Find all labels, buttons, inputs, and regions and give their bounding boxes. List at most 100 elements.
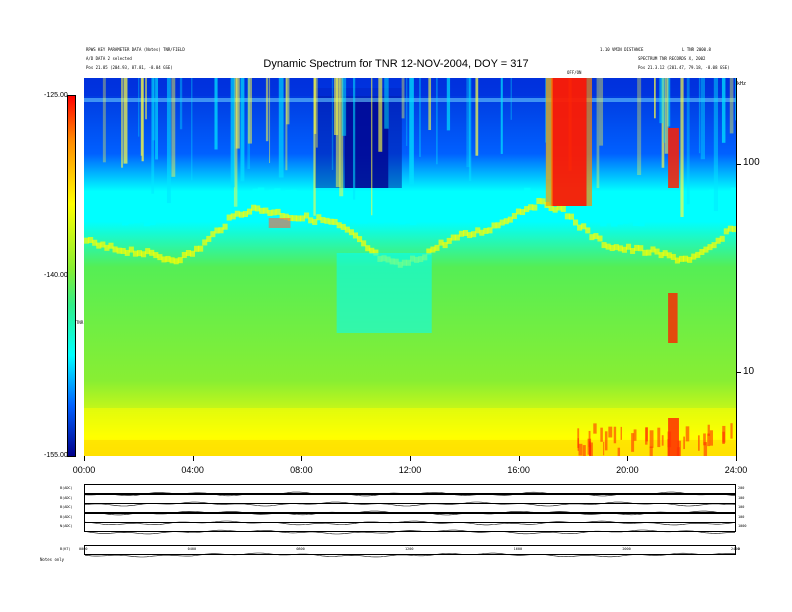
- vertical-streak: [102, 78, 106, 163]
- cyan-band-cell: [632, 211, 640, 226]
- red-fleck: [604, 431, 608, 451]
- yellow-ridge-cell: [634, 244, 640, 251]
- cyan-band-cell: [252, 188, 259, 203]
- red-fleck: [703, 433, 706, 446]
- cyan-band-cell: [491, 194, 498, 209]
- yellow-ridge-cell: [621, 246, 627, 253]
- yellow-ridge-cell: [450, 234, 456, 241]
- cyan-band-cell: [225, 198, 232, 213]
- vertical-streak: [500, 78, 503, 154]
- cyan-band-cell: [285, 190, 292, 205]
- vertical-streak: [406, 78, 408, 146]
- cyan-band-cell: [692, 194, 699, 209]
- cyan-band-cell: [670, 204, 678, 219]
- yellow-ridge-cell: [132, 250, 138, 257]
- yellow-ridge-cell: [344, 226, 350, 233]
- cyan-band-cell: [649, 203, 656, 218]
- red-fleck: [577, 428, 580, 448]
- right-axis-label-100: 100: [743, 157, 760, 168]
- yellow-ridge-cell: [715, 237, 721, 244]
- red-burst-floor: [668, 418, 679, 456]
- yellow-ridge-cell: [328, 218, 334, 225]
- yellow-ridge-cell: [467, 232, 473, 239]
- vertical-streak: [596, 78, 600, 189]
- x-tick-label: 16:00: [507, 465, 530, 475]
- yellow-ridge-cell: [613, 244, 619, 251]
- yellow-ridge-cell: [104, 244, 110, 251]
- vertical-streak: [214, 78, 218, 150]
- yellow-ridge-cell: [255, 205, 261, 212]
- yellow-ridge-cell: [112, 246, 118, 253]
- vertical-streak: [341, 78, 347, 136]
- vertical-streak: [654, 78, 656, 119]
- cyan-band-cell: [301, 193, 308, 208]
- cyan-band-cell: [328, 204, 335, 219]
- cyan-band-cell: [708, 189, 716, 204]
- yellow-ridge-cell: [703, 246, 709, 253]
- red-fleck: [649, 446, 653, 456]
- yellow-ridge-cell: [153, 252, 159, 259]
- yellow-ridge-cell: [198, 245, 204, 252]
- cyan-band-cell: [84, 199, 91, 214]
- cyan-band-cell: [355, 209, 363, 224]
- cyan-band-cell: [415, 205, 422, 220]
- red-fleck: [577, 438, 579, 451]
- yellow-ridge-cell: [189, 250, 196, 257]
- yellow-ridge-cell: [242, 211, 248, 218]
- vertical-streak: [729, 78, 734, 134]
- yellow-ridge-cell: [206, 235, 212, 242]
- cyan-band-cell: [377, 209, 384, 224]
- red-fleck: [578, 443, 583, 456]
- yellow-ridge-cell: [304, 212, 310, 219]
- yellow-ridge-cell: [601, 242, 607, 249]
- yellow-ridge-cell: [520, 209, 526, 216]
- cyan-band-cell: [518, 191, 526, 206]
- mini-x-tick-label: 0800: [296, 547, 305, 551]
- header-pos-right: Pos 21.3.12 (201.47, 79.18, -8.08 GSE): [638, 65, 730, 70]
- red-fleck: [667, 431, 672, 448]
- cyan-band-cell: [453, 195, 460, 210]
- yellow-ridge-cell: [642, 249, 648, 256]
- vertical-streak: [666, 78, 671, 127]
- yellow-ridge-cell: [108, 242, 114, 249]
- yellow-ridge-cell: [202, 239, 208, 246]
- yellow-ridge-cell: [352, 232, 359, 239]
- yellow-ridge-cell: [369, 247, 375, 254]
- yellow-ridge-cell: [691, 253, 697, 260]
- mini-panel-line: [84, 501, 736, 506]
- cyan-band-cell: [100, 202, 107, 217]
- yellow-ridge-cell: [124, 249, 130, 256]
- mini-x-tick-label: 0400: [187, 547, 197, 551]
- yellow-ridge-cell: [556, 204, 562, 211]
- cyan-band-cell: [431, 202, 439, 217]
- vertical-streak: [285, 78, 290, 125]
- cyan-band-cell: [404, 209, 411, 224]
- red-fleck: [722, 431, 725, 444]
- cyan-band-cell: [214, 194, 221, 209]
- cyan-band-cell: [257, 187, 265, 202]
- colorbar-label: TNR: [76, 320, 84, 325]
- yellow-ridge-cell: [650, 246, 656, 253]
- cyan-band-cell: [442, 199, 450, 214]
- cyan-band-cell: [317, 202, 325, 217]
- cyan-band-cell: [366, 206, 373, 221]
- yellow-ridge-cell: [719, 235, 725, 242]
- red-fleck: [677, 440, 681, 456]
- yellow-ridge-cell: [251, 204, 257, 211]
- yellow-ridge-cell: [577, 224, 583, 231]
- mini-panel-label: B(KT): [60, 546, 71, 551]
- vertical-streak: [179, 78, 183, 130]
- cyan-band-cell: [138, 208, 145, 223]
- yellow-ridge-cell: [84, 237, 90, 244]
- header-pos-left: Pos 21.85 (204.93, 87.81, -8.84 GSE): [86, 65, 173, 70]
- mini-x-tick-label: 1600: [513, 547, 523, 551]
- yellow-ridge-cell: [707, 244, 713, 251]
- yellow-ridge-cell: [238, 211, 244, 218]
- red-fleck: [582, 445, 586, 456]
- yellow-ridge-cell: [271, 209, 277, 216]
- cyan-band-cell: [198, 197, 205, 212]
- cyan-band-cell: [496, 193, 504, 208]
- colorbar: [67, 95, 76, 457]
- vertical-streak: [428, 78, 432, 131]
- yellow-ridge-cell: [625, 243, 632, 250]
